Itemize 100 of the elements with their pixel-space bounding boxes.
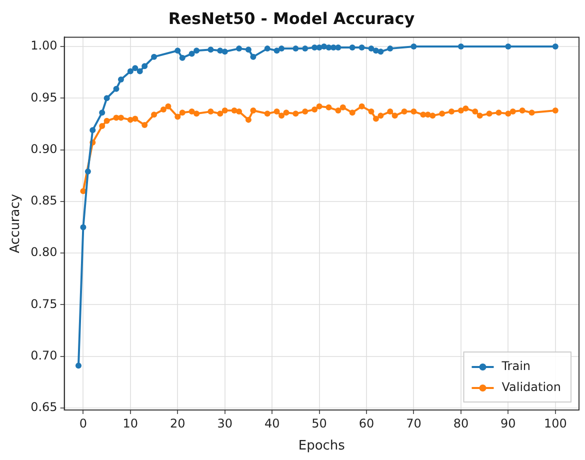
point [321, 43, 328, 50]
point [505, 110, 512, 117]
point [528, 110, 535, 116]
point [132, 65, 138, 72]
x-tick-label: 30 [217, 416, 232, 430]
point [245, 46, 252, 53]
point [104, 118, 110, 124]
point [151, 54, 158, 60]
y-tick-label: 0.95 [30, 90, 58, 104]
point [99, 110, 106, 116]
point [80, 224, 86, 230]
point [335, 44, 342, 51]
y-tick-label: 0.85 [30, 194, 58, 208]
y-tick-label: 0.80 [30, 245, 58, 260]
point [236, 108, 242, 115]
point [174, 114, 181, 120]
point [118, 76, 124, 83]
point [510, 108, 516, 115]
y-tick-label: 1.00 [30, 38, 58, 53]
point [194, 48, 200, 54]
point [208, 108, 214, 115]
x-tick-label: 100 [544, 416, 567, 430]
point [104, 95, 110, 102]
y-tick-label: 0.70 [30, 348, 58, 362]
point [439, 110, 446, 117]
point [208, 46, 214, 53]
point [401, 108, 408, 115]
x-tick-label: 60 [358, 416, 374, 430]
point [316, 103, 322, 110]
point [378, 48, 384, 55]
point [132, 116, 138, 122]
point [349, 44, 356, 51]
point [217, 110, 224, 117]
point [127, 68, 134, 74]
point [278, 46, 285, 52]
point [312, 106, 318, 112]
x-tick-label: 40 [264, 416, 280, 430]
y-tick-label: 0.65 [30, 400, 58, 414]
point [165, 103, 172, 110]
point [222, 48, 228, 55]
point [458, 43, 464, 50]
point [476, 112, 483, 119]
point [283, 110, 290, 116]
point [462, 105, 469, 112]
point [496, 110, 502, 116]
point [387, 46, 394, 52]
point [358, 103, 365, 110]
x-axis-title: Epochs [298, 438, 346, 454]
point [142, 63, 148, 70]
point [505, 43, 512, 50]
legend-label: Validation [502, 380, 562, 394]
y-tick-label: 0.75 [30, 296, 58, 311]
y-axis-title: Accuracy [8, 194, 24, 254]
point [179, 54, 186, 61]
point [292, 110, 299, 117]
point [174, 48, 181, 54]
point [136, 68, 143, 74]
x-tick-label: 20 [170, 416, 186, 430]
y-tick-label: 0.90 [30, 142, 58, 156]
chart-title: ResNet50 - Model Accuracy [168, 8, 416, 28]
point [250, 108, 256, 114]
point [250, 54, 256, 60]
point [552, 43, 558, 50]
point [142, 122, 148, 128]
point [378, 112, 384, 119]
point [264, 110, 270, 117]
x-tick-label: 50 [312, 416, 327, 430]
point [188, 108, 195, 115]
point [302, 46, 308, 52]
point [278, 112, 285, 119]
point [340, 104, 346, 110]
point [448, 108, 455, 115]
point [274, 48, 280, 54]
point [372, 116, 379, 122]
point [99, 123, 106, 130]
point [222, 108, 228, 114]
point [245, 116, 252, 123]
point [151, 112, 158, 118]
point [430, 112, 436, 119]
point [75, 362, 82, 369]
point [519, 108, 526, 114]
point [410, 43, 417, 50]
point [472, 108, 478, 115]
x-tick-label: 10 [122, 416, 138, 430]
point [160, 106, 166, 112]
point [349, 110, 356, 116]
point [387, 108, 394, 115]
point [358, 44, 365, 51]
point [368, 46, 374, 52]
point [90, 127, 96, 134]
point [410, 108, 417, 115]
point [302, 108, 308, 115]
point [264, 46, 270, 52]
point [236, 46, 242, 52]
x-tick-label: 90 [500, 416, 516, 430]
point [188, 50, 195, 57]
point [458, 108, 464, 114]
x-tick-label: 70 [406, 416, 422, 430]
point [392, 112, 398, 119]
point [179, 110, 186, 116]
